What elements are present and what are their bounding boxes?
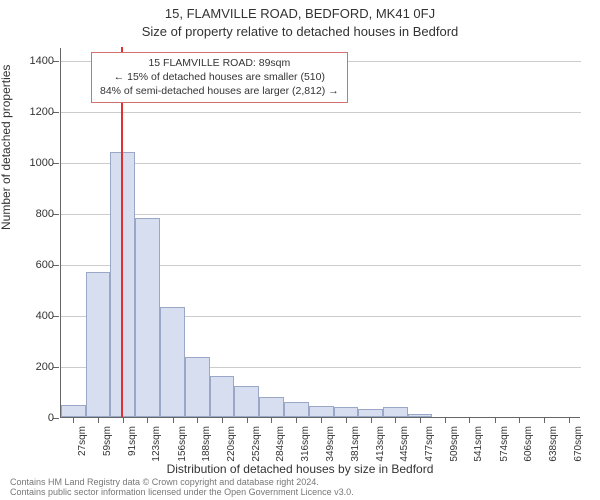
- histogram-bar: [383, 407, 408, 417]
- x-tick: [123, 417, 124, 423]
- x-tick-label: 638sqm: [548, 426, 559, 486]
- histogram-bar: [210, 376, 235, 417]
- y-tick-label: 1000: [14, 157, 54, 169]
- x-tick: [346, 417, 347, 423]
- histogram-bar: [358, 409, 383, 417]
- x-tick: [321, 417, 322, 423]
- x-tick-label: 509sqm: [449, 426, 460, 486]
- annotation-line-2: ← 15% of detached houses are smaller (51…: [100, 70, 339, 84]
- y-tick-label: 1200: [14, 106, 54, 118]
- y-tick-label: 800: [14, 208, 54, 220]
- chart-title-main: 15, FLAMVILLE ROAD, BEDFORD, MK41 0FJ: [0, 6, 600, 21]
- y-tick-label: 600: [14, 259, 54, 271]
- x-tick: [569, 417, 570, 423]
- x-tick: [495, 417, 496, 423]
- annotation-box: 15 FLAMVILLE ROAD: 89sqm ← 15% of detach…: [91, 52, 348, 103]
- histogram-bar: [234, 386, 259, 417]
- histogram-bar: [61, 405, 86, 417]
- x-tick-label: 349sqm: [325, 426, 336, 486]
- x-tick-label: 381sqm: [350, 426, 361, 486]
- annotation-line-1: 15 FLAMVILLE ROAD: 89sqm: [100, 56, 339, 70]
- x-tick-label: 413sqm: [375, 426, 386, 486]
- x-tick-label: 574sqm: [499, 426, 510, 486]
- chart-title-sub: Size of property relative to detached ho…: [0, 24, 600, 39]
- y-tick-label: 400: [14, 310, 54, 322]
- histogram-bar: [185, 357, 210, 417]
- x-tick: [73, 417, 74, 423]
- x-tick: [247, 417, 248, 423]
- y-axis-label: Number of detached properties: [0, 65, 13, 230]
- x-tick: [544, 417, 545, 423]
- y-tick-label: 1400: [14, 55, 54, 67]
- x-tick-label: 445sqm: [399, 426, 410, 486]
- x-tick: [445, 417, 446, 423]
- histogram-bar: [284, 402, 309, 417]
- x-tick: [222, 417, 223, 423]
- grid-line: [61, 214, 581, 215]
- x-tick: [371, 417, 372, 423]
- x-tick: [147, 417, 148, 423]
- footer-line-2: Contains public sector information licen…: [10, 488, 354, 498]
- x-tick: [271, 417, 272, 423]
- grid-line: [61, 163, 581, 164]
- histogram-bar: [160, 307, 185, 417]
- footer-attribution: Contains HM Land Registry data © Crown c…: [10, 478, 354, 498]
- x-tick: [173, 417, 174, 423]
- histogram-bar: [334, 407, 359, 417]
- chart-container: 15, FLAMVILLE ROAD, BEDFORD, MK41 0FJ Si…: [0, 0, 600, 500]
- histogram-bar: [135, 218, 160, 417]
- y-tick-label: 200: [14, 361, 54, 373]
- x-tick-label: 606sqm: [523, 426, 534, 486]
- x-tick: [519, 417, 520, 423]
- x-tick-label: 541sqm: [473, 426, 484, 486]
- x-tick: [395, 417, 396, 423]
- x-tick-label: 670sqm: [573, 426, 584, 486]
- plot-area: 020040060080010001200140027sqm59sqm91sqm…: [60, 48, 580, 418]
- histogram-bar: [259, 397, 284, 417]
- y-tick-label: 0: [14, 412, 54, 424]
- x-tick: [98, 417, 99, 423]
- histogram-bar: [86, 272, 111, 417]
- x-tick: [197, 417, 198, 423]
- x-tick: [296, 417, 297, 423]
- x-tick-label: 477sqm: [424, 426, 435, 486]
- histogram-bar: [309, 406, 334, 417]
- x-tick: [469, 417, 470, 423]
- x-tick: [420, 417, 421, 423]
- annotation-line-3: 84% of semi-detached houses are larger (…: [100, 84, 339, 98]
- x-axis-label: Distribution of detached houses by size …: [0, 462, 600, 476]
- grid-line: [61, 112, 581, 113]
